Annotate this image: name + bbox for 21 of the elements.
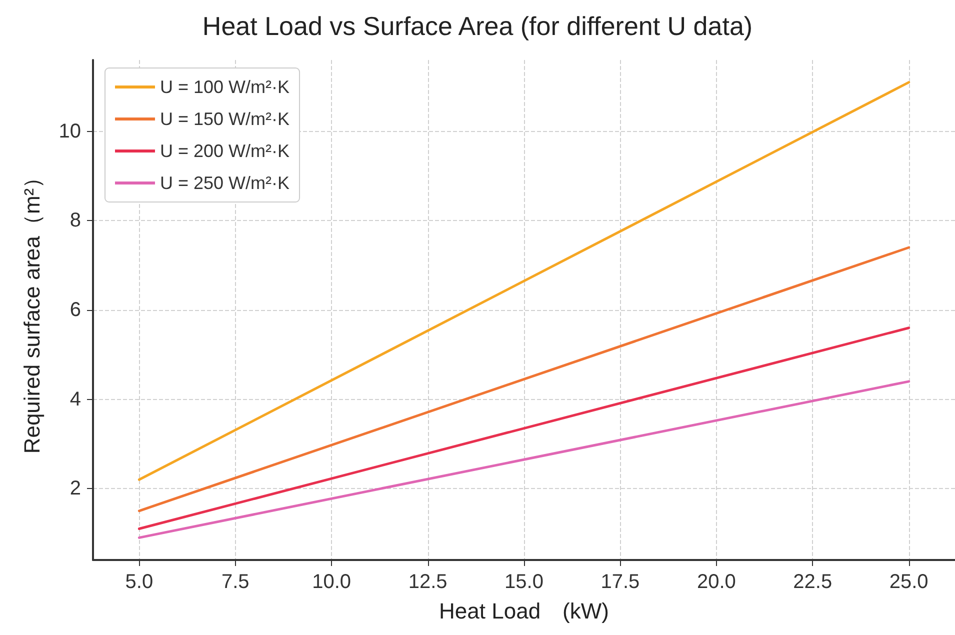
x-tick-label: 20.0 xyxy=(696,571,736,593)
y-axis-title: Required surface area（m²） xyxy=(20,166,44,454)
y-tick-label: 10 xyxy=(58,120,81,142)
x-tick-label: 7.5 xyxy=(221,571,250,593)
legend-label: U = 250 W/m²·K xyxy=(160,173,290,193)
x-tick-label: 17.5 xyxy=(600,571,640,593)
legend-label: U = 100 W/m²·K xyxy=(160,77,290,97)
y-tick-label: 8 xyxy=(70,210,81,232)
legend-label: U = 150 W/m²·K xyxy=(160,109,290,129)
y-tick-label: 6 xyxy=(70,299,81,321)
y-tick-label: 4 xyxy=(70,388,81,410)
legend-label: U = 200 W/m²·K xyxy=(160,141,290,161)
x-tick-label: 5.0 xyxy=(125,571,154,593)
x-tick-label: 12.5 xyxy=(408,571,448,593)
x-tick-label: 10.0 xyxy=(312,571,352,593)
x-tick-label: 15.0 xyxy=(504,571,544,593)
chart-title: Heat Load vs Surface Area (for different U data) xyxy=(202,11,753,41)
x-tick-label: 22.5 xyxy=(793,571,832,593)
x-axis-title: Heat Load (kW) xyxy=(439,598,609,624)
x-tick-label: 25.0 xyxy=(889,571,928,593)
y-tick-label: 2 xyxy=(70,478,81,500)
